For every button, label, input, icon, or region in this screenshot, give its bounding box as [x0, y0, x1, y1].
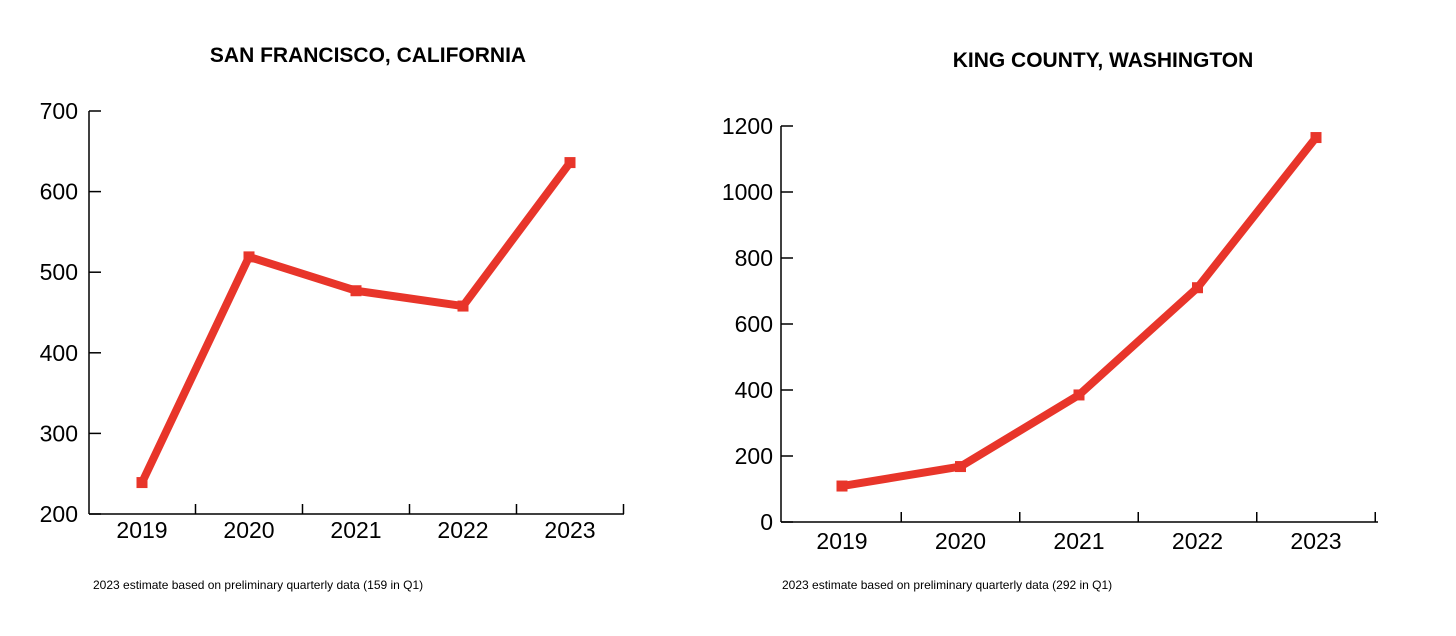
y-tick-label: 1200: [722, 113, 773, 139]
chart-panel-san-francisco: SAN FRANCISCO, CALIFORNIA 200 300 400 500 60…: [40, 44, 625, 592]
y-tick-label: 400: [40, 340, 78, 366]
x-tick-label: 2019: [116, 517, 167, 543]
y-tick-label: 300: [40, 420, 78, 446]
y-tick-label: 700: [40, 98, 78, 124]
y-tick-label: 1000: [722, 179, 773, 205]
chart-footnote: 2023 estimate based on preliminary quart…: [93, 578, 424, 592]
y-tick-label: 500: [40, 259, 78, 285]
data-point-marker: [136, 477, 148, 489]
x-tick-label: 2020: [223, 517, 274, 543]
x-tick-label: 2022: [437, 517, 488, 543]
y-tick-label: 600: [735, 311, 773, 337]
data-point-marker: [564, 157, 576, 169]
x-tick-label: 2020: [935, 528, 986, 554]
x-tick-label: 2021: [330, 517, 381, 543]
y-tick-label: 400: [735, 377, 773, 403]
series-line: [138, 158, 574, 487]
chart-title: SAN FRANCISCO, CALIFORNIA: [209, 44, 527, 67]
line-chart-san-francisco: 200 300 400 500 600 700 2019 2020 2021 2022 2023: [40, 98, 625, 543]
line-chart-king-county: 0 200 400 600 800 1000 1200 2019 2020 2021 2022 202…: [722, 113, 1378, 554]
data-point-marker: [350, 285, 362, 297]
chart-panel-king-county: KING COUNTY, WASHINGTON 0 200 400 600 800 100…: [722, 0, 1456, 636]
chart-footnote: 2023 estimate based on preliminary quart…: [782, 578, 1113, 592]
x-tick-label: 2021: [1053, 528, 1104, 554]
y-tick-label: 200: [735, 443, 773, 469]
data-point-marker: [1310, 132, 1322, 144]
x-tick-label: 2022: [1172, 528, 1223, 554]
data-point-marker: [1192, 282, 1203, 294]
x-tick-label: 2019: [816, 528, 867, 554]
data-point-marker: [243, 251, 255, 263]
series-line: [838, 133, 1320, 491]
x-tick-label: 2023: [1290, 528, 1341, 554]
y-tick-label: 0: [760, 509, 773, 535]
data-point-marker: [836, 480, 848, 492]
data-point-marker: [457, 300, 469, 312]
y-tick-label: 200: [40, 501, 78, 527]
chart-title: KING COUNTY, WASHINGTON: [952, 49, 1254, 72]
x-tick-label: 2023: [544, 517, 595, 543]
y-tick-label: 600: [40, 179, 78, 205]
y-tick-label: 800: [735, 245, 773, 271]
data-point-marker: [955, 461, 966, 473]
data-point-marker: [1073, 389, 1085, 401]
